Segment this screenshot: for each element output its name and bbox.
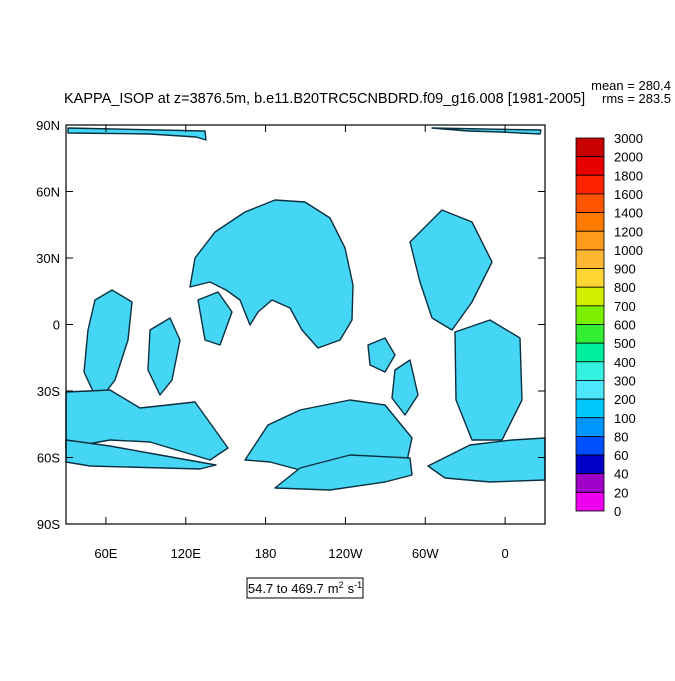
colorbar-label: 40 [614, 467, 628, 482]
unit-exponent: -1 [354, 580, 362, 590]
colorbar-box [575, 491, 605, 512]
colorbar-label: 2000 [614, 150, 643, 165]
lon-tick-label: 180 [255, 546, 277, 561]
colorbar-label: 200 [614, 392, 636, 407]
lat-tick-label: 30S [37, 384, 60, 399]
lat-tick-label: 30N [36, 251, 60, 266]
land-region [189, 199, 354, 349]
land-region [454, 319, 523, 441]
colorbar-box [575, 361, 605, 381]
colorbar-box [575, 268, 605, 288]
colorbar-box [575, 342, 605, 363]
lat-tick-label: 90S [37, 517, 60, 532]
lon-tick-label: 60E [94, 546, 117, 561]
land [65, 127, 546, 491]
lat-tick-label: 60N [36, 185, 60, 200]
colorbar-label: 500 [614, 336, 636, 351]
land-region [244, 399, 413, 471]
colorbar-box [575, 249, 605, 269]
unit-base: s [348, 581, 355, 596]
lon-tick-label: 0 [501, 546, 508, 561]
land-region [83, 289, 133, 403]
lon-tick-label: 120E [171, 546, 202, 561]
lat-tick-label: 60S [37, 451, 60, 466]
range-box [246, 577, 364, 599]
range-value: 54.7 to 469.7 [248, 581, 324, 596]
colorbar-box [575, 380, 605, 400]
unit-base: m [328, 581, 339, 596]
land-region [409, 209, 493, 331]
colorbar-box [575, 398, 605, 419]
lon-tick-label: 60W [412, 546, 439, 561]
land-region [197, 291, 233, 346]
colorbar-box [575, 137, 605, 158]
map-title: KAPPA_ISOP at z=3876.5m, b.e11.B20TRC5CN… [64, 91, 585, 107]
colorbar-box [575, 286, 605, 307]
land-region [147, 317, 181, 396]
colorbar-box [575, 454, 605, 475]
land-region [367, 337, 396, 373]
lat-tick-label: 90N [36, 118, 60, 133]
colorbar-box [575, 435, 605, 456]
colorbar-label: 1000 [614, 243, 643, 258]
range-label: 54.7 to 469.7 m2 s-1 [248, 580, 362, 596]
colorbar-label: 80 [614, 429, 628, 444]
colorbar-label: 60 [614, 448, 628, 463]
colorbar-label: 20 [614, 485, 628, 500]
colorbar-box [575, 305, 605, 325]
land-region [65, 439, 217, 470]
colorbar-box [575, 174, 605, 195]
colorbar-label: 1400 [614, 206, 643, 221]
land-region [67, 127, 207, 141]
colorbar-box [575, 212, 605, 232]
colorbar-box [575, 193, 605, 213]
colorbar-label: 700 [614, 299, 636, 314]
land-region [274, 454, 413, 491]
colorbar-box [575, 417, 605, 437]
colorbar-label: 900 [614, 262, 636, 277]
colorbar-box [575, 230, 605, 251]
rms-label: rms = 283.5 [602, 91, 671, 106]
colorbar-label: 400 [614, 355, 636, 370]
colorbar-label: 1200 [614, 224, 643, 239]
lat-tick-label: 0 [53, 318, 60, 333]
colorbar-label: 800 [614, 280, 636, 295]
lon-tick-label: 120W [328, 546, 363, 561]
unit-exponent: 2 [339, 580, 344, 590]
colorbar-label: 100 [614, 411, 636, 426]
land-region [431, 127, 542, 135]
colorbar-label: 600 [614, 318, 636, 333]
colorbar-label: 300 [614, 373, 636, 388]
mean-label: mean = 280.4 [591, 78, 671, 93]
colorbar-box [575, 324, 605, 344]
colorbar-label: 0 [614, 504, 621, 519]
colorbar-label: 1600 [614, 187, 643, 202]
colorbar-label: 3000 [614, 131, 643, 146]
colorbar-box [575, 156, 605, 176]
land-region [391, 359, 419, 416]
colorbar-box [575, 473, 605, 493]
colorbar-label: 1800 [614, 168, 643, 183]
